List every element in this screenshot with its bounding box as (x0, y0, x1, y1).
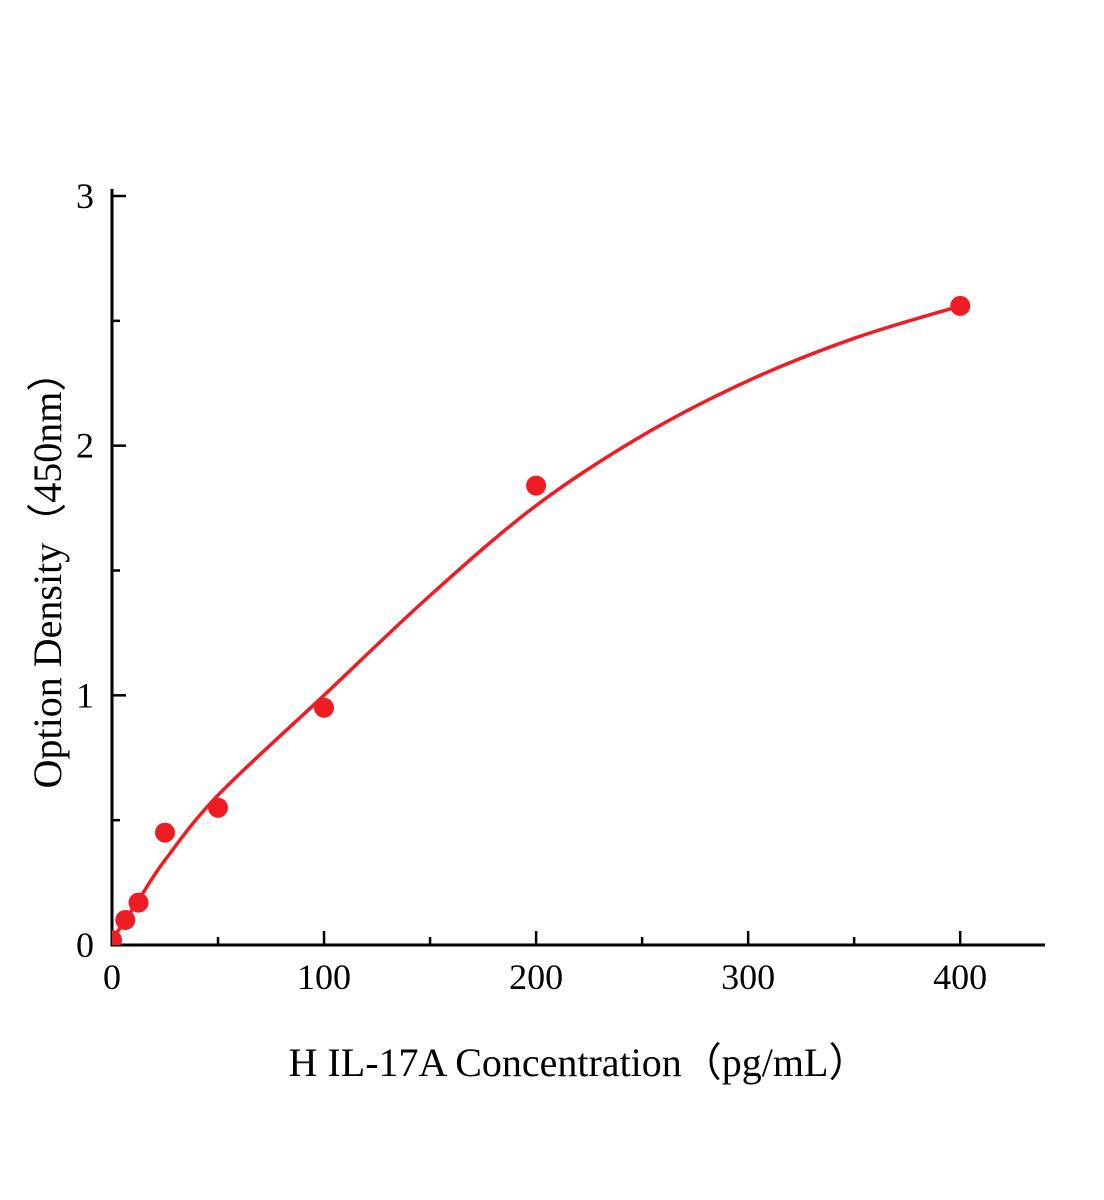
x-tick-label: 300 (721, 957, 775, 997)
data-point (526, 475, 547, 496)
fit-curve (112, 304, 961, 941)
x-tick-label: 0 (103, 957, 121, 997)
data-point (155, 822, 175, 843)
data-point (314, 697, 334, 718)
x-axis-title: H IL-17A Concentration（pg/mL） (288, 1040, 869, 1085)
data-point (128, 892, 149, 913)
data-point (115, 910, 136, 930)
y-tick-label: 2 (76, 426, 94, 466)
y-axis-title: Option Density（450nm） (25, 351, 70, 789)
x-tick-label: 400 (933, 957, 987, 997)
axes (110, 189, 1045, 947)
data-points (112, 295, 971, 945)
x-tick-label: 100 (297, 957, 351, 997)
data-point (950, 295, 971, 316)
data-point (112, 930, 122, 945)
data-point (208, 797, 228, 818)
x-tick-label: 200 (509, 957, 563, 997)
y-tick-label: 3 (76, 176, 94, 216)
y-tick-label: 1 (76, 675, 94, 715)
y-tick-label: 0 (76, 925, 94, 965)
